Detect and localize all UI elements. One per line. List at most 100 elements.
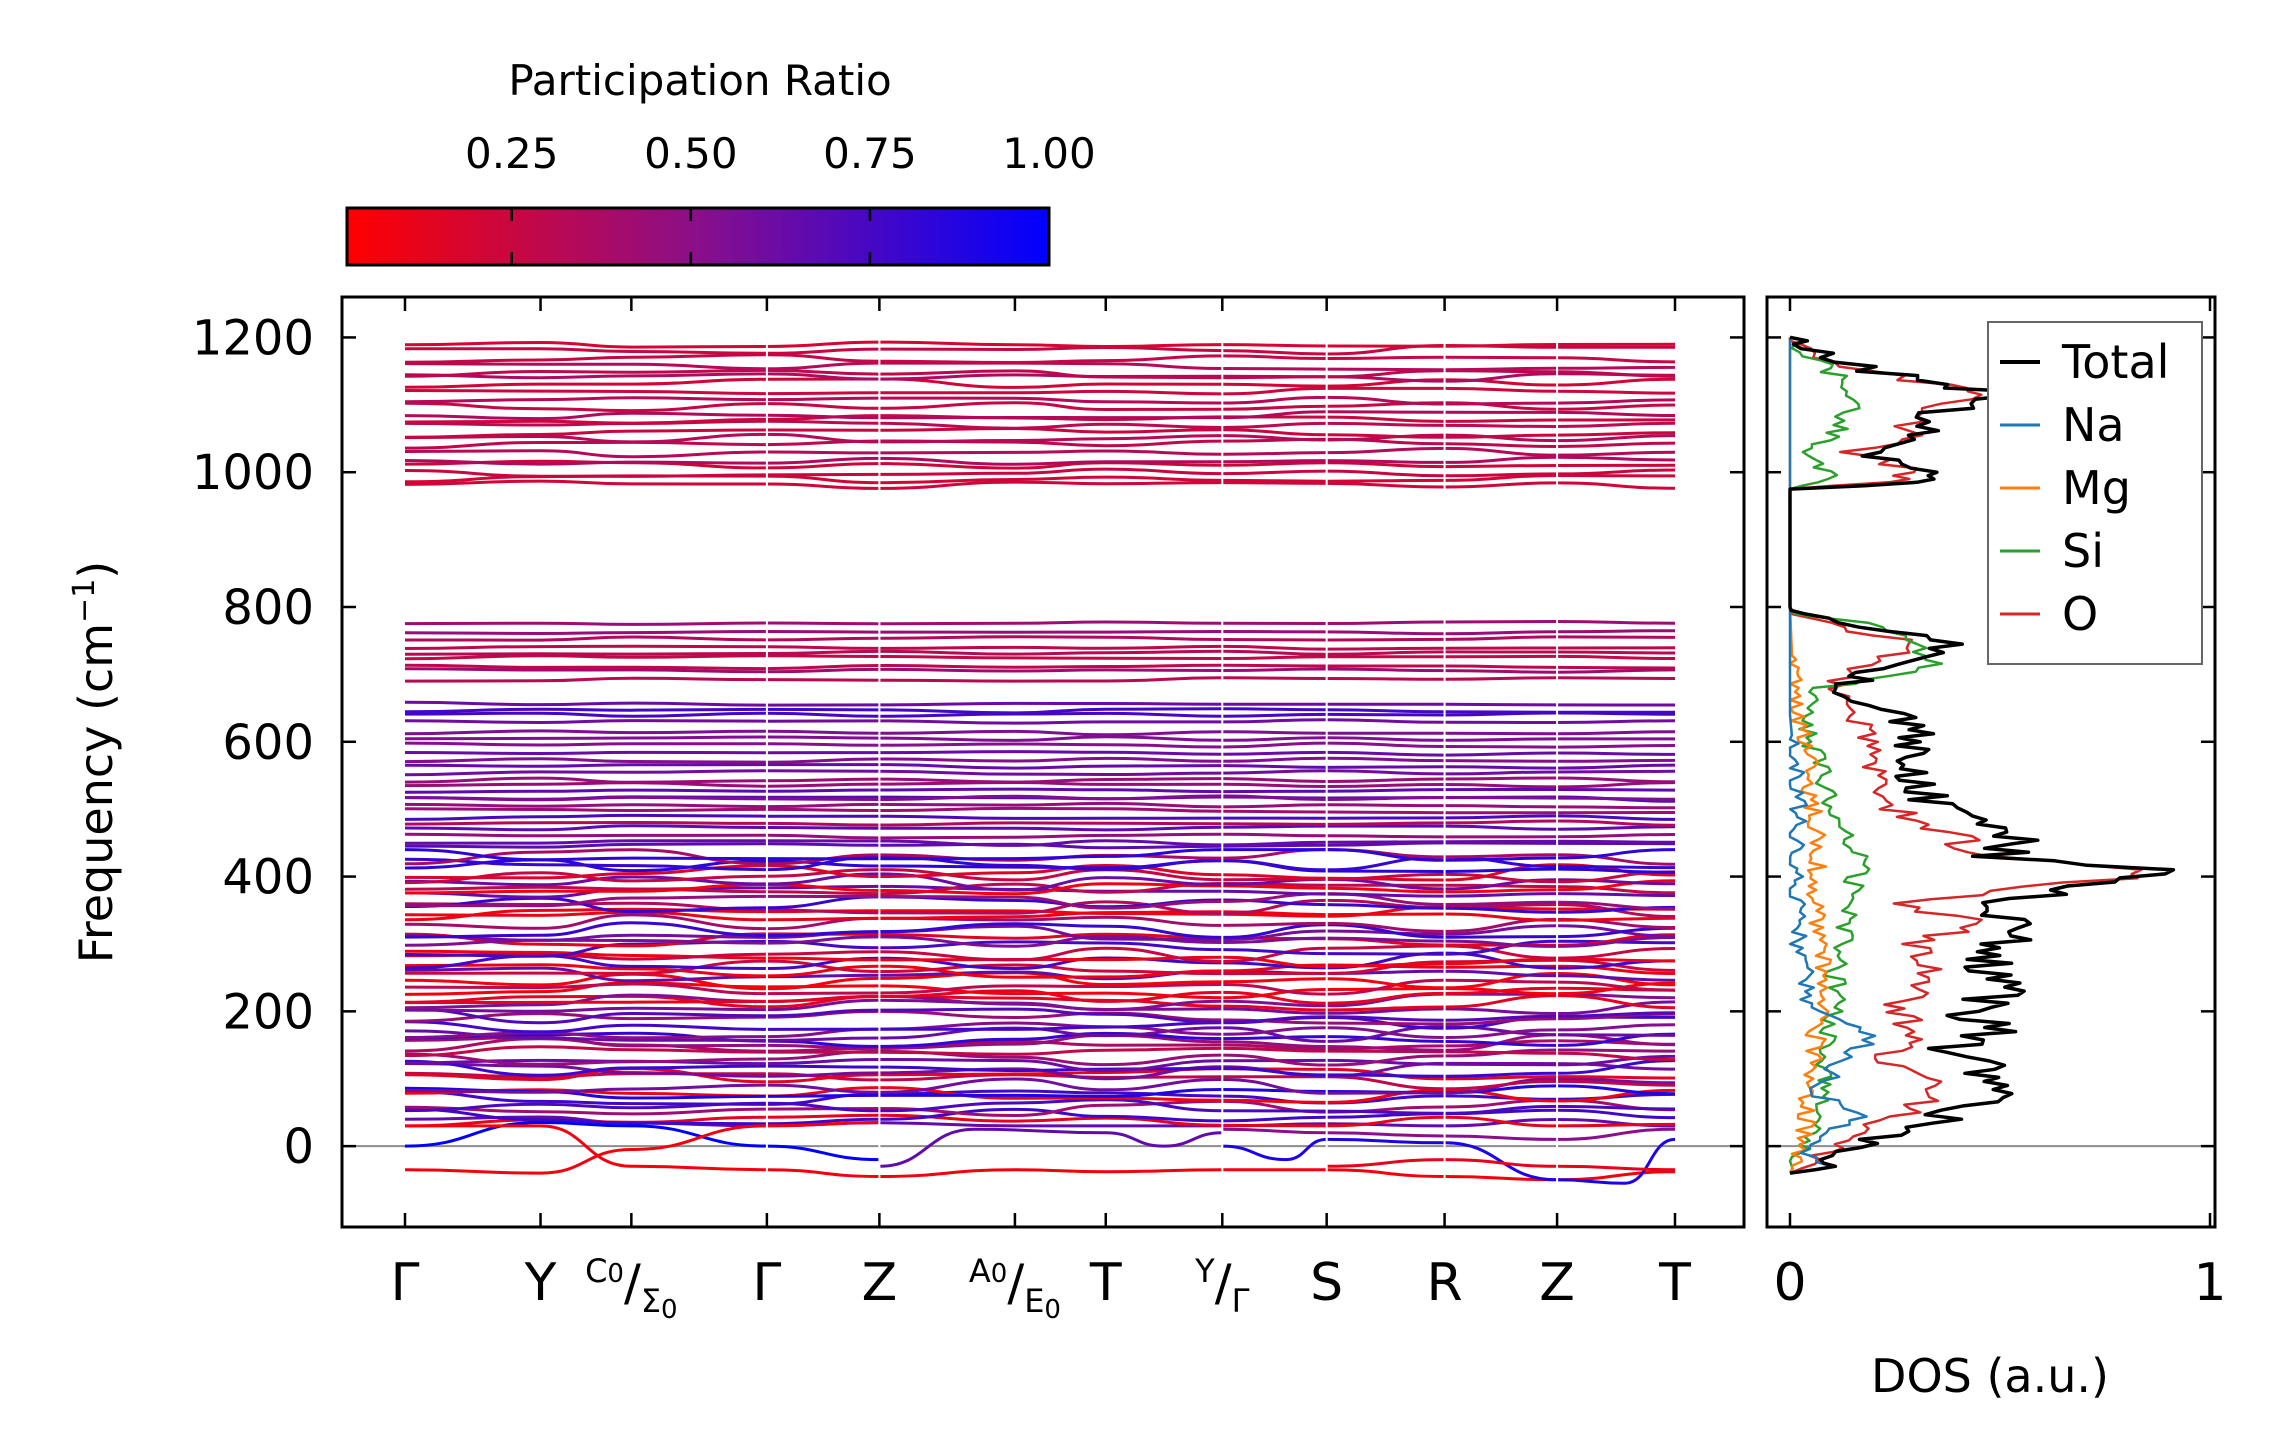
band-line — [404, 756, 1676, 764]
band-line — [404, 711, 1676, 718]
band-line — [404, 921, 1676, 939]
band-line — [404, 676, 1676, 683]
band-line — [404, 700, 1676, 707]
colorbar-tick-label: 1.00 — [1002, 129, 1096, 178]
band-line — [404, 1089, 1676, 1106]
acoustic-mode-line — [879, 1127, 1223, 1168]
y-tick-label: 0 — [283, 1119, 314, 1175]
dos-line-na — [1788, 337, 1877, 1175]
k-label: R — [1427, 1253, 1463, 1313]
band-line — [404, 750, 1676, 757]
band-line — [404, 794, 1676, 802]
band-line — [404, 1015, 1676, 1034]
legend-label-mg: Mg — [2062, 461, 2131, 515]
k-label-left: A — [969, 1252, 991, 1290]
band-line — [404, 1098, 1676, 1115]
dos-line-o — [1788, 337, 2143, 1175]
k-label-right: Γ — [1232, 1282, 1250, 1320]
colorbar-tick-label: 0.75 — [823, 129, 917, 178]
band-line — [404, 819, 1676, 827]
band-line — [404, 1098, 1676, 1118]
k-label: A0/E0 — [969, 1252, 1061, 1325]
k-label-left-sub: 0 — [991, 1259, 1008, 1289]
band-line — [404, 663, 1676, 671]
k-label-right: Σ — [641, 1282, 661, 1320]
y-tick-label: 1000 — [192, 445, 314, 501]
band-line — [404, 949, 1676, 969]
k-label-left: Y — [1194, 1252, 1215, 1290]
band-line — [404, 966, 1676, 983]
band-line — [404, 963, 1676, 979]
acoustic-mode-line — [1326, 1158, 1676, 1172]
k-label: Γ — [391, 1253, 420, 1313]
band-line — [404, 944, 1676, 964]
k-label-sep: / — [624, 1254, 641, 1312]
band-line — [404, 1048, 1676, 1067]
band-line — [404, 1059, 1676, 1078]
band-line — [404, 813, 1676, 821]
band-line — [404, 1021, 1676, 1040]
k-label-left-sub: 0 — [607, 1259, 624, 1289]
y-tick-label: 1200 — [192, 310, 314, 366]
dos-lines — [1788, 335, 2176, 1175]
band-line — [404, 654, 1676, 661]
band-line — [404, 892, 1676, 911]
band-line — [404, 913, 1676, 933]
band-lines — [404, 299, 1676, 1225]
k-label: T — [1089, 1253, 1122, 1313]
band-line — [404, 986, 1676, 1005]
k-label: Z — [862, 1253, 898, 1313]
acoustic-mode-line — [1222, 1137, 1676, 1185]
k-label: Z — [1539, 1253, 1575, 1313]
band-line — [404, 667, 1676, 674]
band-line — [404, 479, 1676, 490]
band-line — [404, 455, 1676, 466]
band-line — [404, 735, 1675, 742]
band-line — [404, 426, 1676, 439]
k-label: Y — [524, 1253, 557, 1313]
band-line — [404, 1045, 1676, 1062]
band-line — [404, 707, 1675, 715]
band-line — [404, 410, 1676, 421]
k-label-pair: C0/Σ0 — [585, 1252, 678, 1325]
band-line — [404, 446, 1676, 459]
acoustic-mode-line — [404, 1124, 1676, 1182]
k-label: Γ — [752, 1253, 781, 1313]
y-tick-label: 200 — [222, 984, 314, 1040]
band-line — [404, 386, 1676, 396]
k-label-pair: Y/Γ — [1194, 1252, 1249, 1320]
band-line — [404, 848, 1676, 862]
band-line — [404, 1031, 1676, 1048]
legend-label-na: Na — [2062, 398, 2125, 452]
legend-label-o: O — [2062, 587, 2098, 641]
k-label-sep: / — [1007, 1254, 1024, 1312]
band-line — [404, 718, 1676, 725]
band-line — [404, 863, 1676, 882]
k-label-sep: / — [1215, 1254, 1232, 1312]
dos-x-tick-label: 1 — [2193, 1253, 2226, 1313]
band-line — [404, 619, 1676, 626]
k-label: Y/Γ — [1194, 1252, 1249, 1320]
legend-label-si: Si — [2062, 524, 2104, 578]
legend-box — [1987, 321, 2203, 665]
y-tick-label: 600 — [222, 715, 314, 771]
band-line — [404, 839, 1676, 847]
dos-frame — [1765, 295, 2217, 1229]
colorbar-tick-label: 0.50 — [644, 129, 738, 178]
band-line — [404, 763, 1676, 770]
band-line — [404, 432, 1676, 444]
band-line — [404, 824, 1676, 832]
band-line — [404, 1033, 1676, 1052]
band-line — [404, 741, 1676, 749]
k-label-right: E — [1024, 1282, 1044, 1320]
dos-line-total — [1788, 335, 2176, 1175]
band-line — [404, 372, 1676, 383]
k-label: C0/Σ0 — [585, 1252, 678, 1325]
band-line — [404, 1007, 1676, 1025]
band-line — [404, 881, 1676, 896]
